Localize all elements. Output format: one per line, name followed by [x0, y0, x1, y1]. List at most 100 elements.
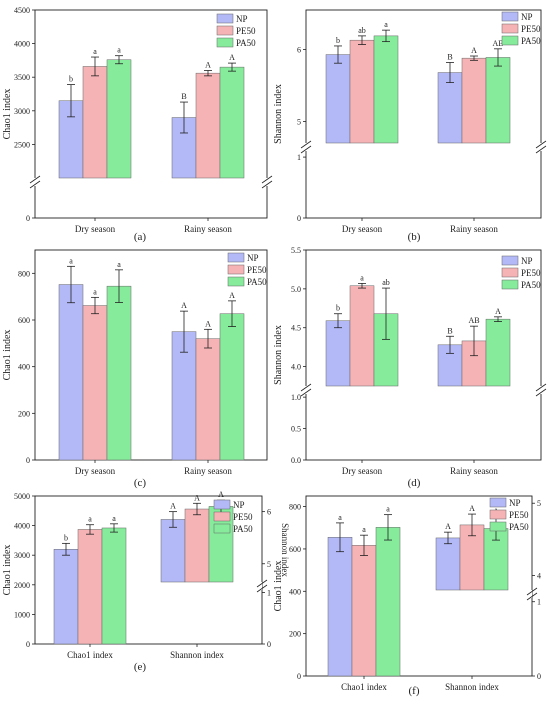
legend-label-pe50: PE50	[247, 265, 267, 275]
significance-letter: B	[447, 326, 452, 335]
significance-letter: a	[338, 513, 342, 522]
y-tick-label: 400	[18, 363, 30, 372]
legend-label-np: NP	[247, 253, 259, 263]
y-tick-label: 800	[289, 503, 301, 512]
significance-letter: b	[69, 75, 73, 84]
break-mark	[300, 383, 312, 392]
significance-letter: ab	[358, 26, 366, 35]
panel-b: 5 6 0 1 b Bab Aa AB Shannon index Dry season Rainy…	[273, 9, 547, 243]
y-tick-label: 3000	[14, 551, 30, 560]
bar-np	[437, 72, 463, 144]
bar-np	[58, 284, 84, 461]
axis-break-band	[148, 582, 262, 590]
significance-letter: b	[64, 533, 68, 542]
axis-break-band	[305, 386, 542, 394]
significance-letter: A	[445, 522, 451, 531]
y-tick-label: 5	[297, 117, 301, 126]
y-tick-label: 0	[26, 214, 30, 223]
x-tick-label: Dry season	[75, 466, 116, 476]
y-tick-label: 0	[297, 672, 301, 681]
panel-a: 2500 3000 3500 4000 4500 0 b Ba Aa A Chao1 index Dr…	[2, 6, 273, 243]
bar-np	[171, 117, 197, 179]
bar-pa50	[101, 527, 127, 645]
panel-label: (c)	[134, 477, 147, 489]
axis-break-band	[423, 590, 532, 598]
break-mark	[535, 383, 547, 392]
break-spacer	[5, 178, 6, 179]
y-tick-label: 0	[537, 672, 541, 681]
y-tick-label: 4500	[14, 6, 30, 15]
break-mark	[261, 180, 273, 189]
bar-pe50	[184, 508, 210, 583]
significance-letter: AB	[492, 39, 503, 48]
y-tick-label: 4.0	[291, 363, 301, 372]
y-tick-label: 4	[537, 572, 541, 581]
plot-frame	[305, 495, 533, 677]
bar-np	[325, 54, 351, 144]
legend-swatch-pe50	[501, 267, 519, 278]
significance-letter: b	[336, 304, 340, 313]
bar-pa50	[373, 35, 399, 144]
y-tick-label: 2000	[14, 581, 30, 590]
panel-f: 02004006008004501aAaAaAChao1 indexShanno…	[273, 495, 541, 697]
plot-frame	[34, 249, 268, 461]
legend-label-np: NP	[521, 256, 533, 266]
significance-letter: a	[69, 256, 73, 265]
panel-label: (b)	[408, 231, 421, 243]
significance-letter: a	[360, 273, 364, 282]
significance-letter: A	[229, 291, 235, 300]
break-mark	[526, 592, 538, 601]
bar-pe50	[349, 39, 375, 144]
bar-np	[53, 549, 79, 645]
break-mark	[29, 175, 41, 184]
legend-label-np: NP	[521, 12, 533, 22]
y-tick-label: 1000	[14, 610, 30, 619]
y-tick-label: 5.5	[291, 246, 301, 255]
plot-frame	[34, 9, 268, 219]
legend-swatch-np	[213, 499, 231, 510]
y-tick-label: 1	[537, 598, 541, 607]
significance-letter: a	[117, 260, 121, 269]
significance-letter: a	[93, 47, 97, 56]
legend-swatch-pe50	[216, 25, 234, 36]
y-tick-label: 4000	[14, 522, 30, 531]
significance-letter: AB	[468, 316, 479, 325]
break-mark	[256, 579, 268, 588]
break-spacer	[276, 386, 277, 387]
x-tick-label: Shannon index	[445, 682, 499, 692]
legend-swatch-np	[501, 255, 519, 266]
significance-letter: B	[181, 92, 186, 101]
x-tick-label: Rainy season	[184, 466, 232, 476]
significance-letter: A	[218, 490, 224, 499]
significance-letter: A	[469, 504, 475, 513]
bar-pe50	[349, 285, 375, 387]
legend-swatch-pa50	[213, 523, 231, 534]
significance-letter: a	[386, 505, 390, 514]
legend-swatch-pa50	[227, 276, 245, 287]
legend-label-pe50: PE50	[236, 26, 256, 36]
legend-label-np: NP	[509, 498, 521, 508]
bar-pa50	[106, 59, 132, 179]
panel-label: (f)	[409, 685, 420, 697]
x-tick-label: Dry season	[342, 466, 383, 476]
legend-label-pa50: PA50	[521, 36, 541, 46]
y-tick-label: 6	[267, 508, 271, 517]
legend-label-pa50: PA50	[233, 524, 253, 534]
y-tick-label: 0	[267, 640, 271, 649]
bar-pe50	[82, 66, 108, 179]
significance-letter: A	[229, 53, 235, 62]
y-axis-label-right: Shannon index	[280, 523, 290, 577]
bar-np	[160, 519, 186, 583]
panel-c: 0 200 400 600 800 a Aa Aa A Chao1 index Dry season…	[2, 249, 268, 489]
y-tick-label: 0	[26, 456, 30, 465]
y-axis-label: Chao1 index	[2, 89, 13, 140]
bar-pe50	[461, 57, 487, 144]
bar-pe50	[195, 72, 221, 179]
y-tick-label: 1.0	[291, 393, 301, 402]
y-tick-label: 4000	[14, 40, 30, 49]
bar-pe50	[77, 529, 103, 645]
legend-label-np: NP	[236, 14, 248, 24]
legend-swatch-pa50	[216, 37, 234, 48]
y-tick-label: 3500	[14, 73, 30, 82]
y-tick-label: 0	[26, 640, 30, 649]
